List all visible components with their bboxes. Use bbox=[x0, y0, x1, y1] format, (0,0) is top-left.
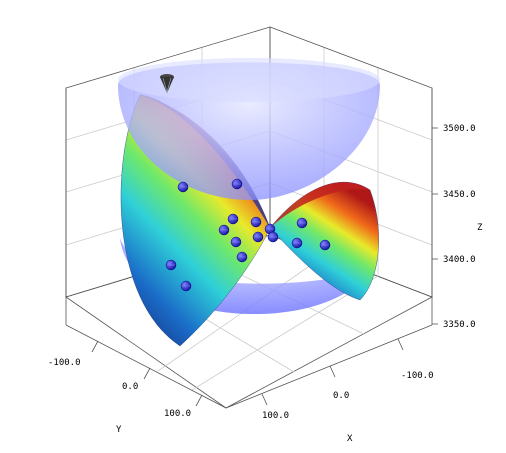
data-markers bbox=[165, 178, 331, 292]
paraboloid-top-rim bbox=[118, 58, 380, 102]
x-tick-label: 0.0 bbox=[333, 391, 349, 401]
z-tick-label: 3500.0 bbox=[443, 124, 476, 134]
z-tick-label: 3400.0 bbox=[443, 255, 476, 265]
y-tick-label: -100.0 bbox=[48, 358, 81, 368]
z-tick-label: 3350.0 bbox=[443, 320, 476, 330]
y-tick-label: 100.0 bbox=[164, 409, 191, 419]
x-axis-title: X bbox=[347, 434, 353, 444]
frame-front bbox=[65, 88, 433, 409]
z-tick-label: 3450.0 bbox=[443, 190, 476, 200]
cone-marker bbox=[160, 74, 174, 93]
z-axis-title: Z bbox=[477, 223, 483, 233]
x-tick-label: -100.0 bbox=[401, 371, 434, 381]
y-axis-title: Y bbox=[116, 425, 122, 435]
saddle-right-rim bbox=[270, 182, 370, 228]
y-tick-label: 0.0 bbox=[122, 382, 138, 392]
tick-marks bbox=[91, 127, 438, 407]
x-tick-label: 100.0 bbox=[262, 411, 289, 421]
